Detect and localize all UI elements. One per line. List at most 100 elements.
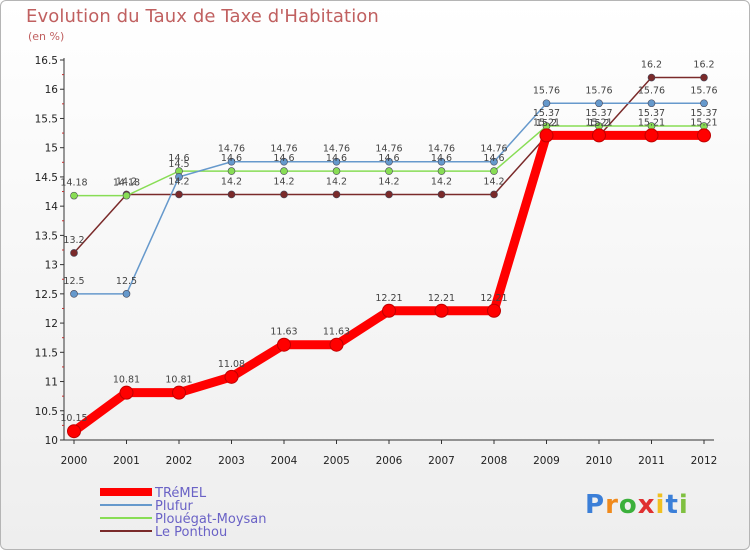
series-point-1	[122, 290, 131, 298]
logo-letter: i	[655, 490, 666, 520]
series-point-2	[385, 167, 393, 175]
series-point-1	[385, 157, 393, 166]
data-label: 11.08	[218, 359, 245, 370]
series-point-1	[175, 173, 183, 181]
series-point-0	[434, 303, 449, 318]
data-label: 14.2	[221, 176, 242, 187]
x-tick-label: 2006	[376, 455, 403, 467]
x-tick-label: 2002	[166, 455, 193, 467]
y-tick-label: 15.5	[35, 113, 58, 125]
series-point-0	[172, 385, 186, 400]
chart-title: Evolution du Taux de Taxe d'Habitation	[26, 6, 379, 27]
y-tick-label: 15	[45, 143, 58, 155]
series-point-2	[227, 167, 236, 175]
data-label: 14.18	[113, 178, 140, 189]
data-label: 15.2	[588, 118, 609, 129]
y-tick-label: 13	[45, 260, 58, 272]
series-point-0	[224, 369, 239, 384]
logo-letter: r	[605, 490, 619, 520]
data-label: 14.2	[483, 176, 504, 187]
series-point-0	[697, 128, 711, 143]
data-label: 14.18	[60, 178, 87, 189]
series-point-3	[700, 73, 708, 82]
data-label: 14.76	[270, 144, 297, 155]
data-label: 14.5	[168, 159, 189, 170]
series-point-0	[382, 303, 396, 318]
data-label: 14.6	[431, 153, 452, 164]
series-point-3	[490, 190, 498, 199]
series-point-3	[332, 190, 341, 199]
series-point-3	[647, 73, 656, 82]
data-label: 15.76	[533, 85, 560, 96]
y-tick-label: 14.5	[35, 172, 58, 184]
data-label: 15.37	[585, 108, 612, 119]
legend-label: Plufur	[155, 499, 194, 514]
y-tick-label: 11.5	[35, 347, 58, 359]
series-point-0	[539, 128, 554, 143]
series-point-1	[437, 157, 446, 166]
series-point-0	[487, 303, 501, 318]
y-tick-label: 10.5	[35, 406, 58, 418]
data-label: 12.5	[63, 276, 84, 287]
series-point-1	[700, 99, 708, 108]
data-label: 14.76	[218, 144, 245, 155]
x-tick-label: 2003	[218, 455, 245, 467]
data-label: 14.6	[483, 153, 504, 164]
data-label: 11.63	[323, 327, 350, 338]
data-label: 10.81	[113, 375, 140, 386]
data-label: 15.37	[690, 108, 717, 119]
series-point-2	[437, 167, 446, 175]
series-point-2	[280, 167, 288, 175]
series-point-0	[644, 128, 659, 143]
y-tick-label: 14	[45, 201, 59, 213]
data-label: 14.2	[378, 176, 399, 187]
series-point-1	[490, 157, 498, 166]
data-label: 14.6	[273, 153, 294, 164]
data-label: 14.2	[431, 176, 452, 187]
legend-label: Le Ponthou	[155, 525, 227, 540]
x-tick-label: 2005	[323, 455, 350, 467]
data-label: 15.37	[638, 108, 665, 119]
data-label: 14.2	[168, 176, 189, 187]
series-point-0	[277, 337, 291, 352]
series-point-3	[385, 190, 393, 199]
data-label: 16.2	[641, 60, 662, 71]
y-tick-label: 16	[45, 84, 59, 96]
x-tick-label: 2010	[586, 455, 613, 467]
series-point-1	[595, 99, 603, 108]
logo-letter: o	[618, 490, 638, 520]
logo-letter: P	[585, 490, 606, 520]
data-label: 13.2	[63, 235, 84, 246]
data-label: 12.5	[116, 276, 137, 287]
series-point-3	[227, 190, 236, 199]
data-label: 15.21	[585, 117, 612, 128]
data-label: 14.2	[326, 176, 347, 187]
data-label: 14.6	[378, 153, 399, 164]
x-tick-label: 2009	[533, 455, 560, 467]
series-point-1	[542, 99, 551, 108]
data-label: 14.6	[326, 153, 347, 164]
series-point-0	[119, 385, 134, 400]
y-tick-label: 16.5	[35, 55, 58, 67]
x-tick-label: 2000	[61, 455, 88, 467]
data-label: 15.21	[533, 117, 560, 128]
series-point-2	[490, 167, 498, 175]
data-label: 15.21	[638, 117, 665, 128]
y-tick-label: 10	[45, 435, 58, 447]
y-tick-label: 13.5	[35, 230, 58, 242]
data-label: 15.76	[690, 85, 717, 96]
data-label: 15.21	[690, 117, 717, 128]
data-label: 15.2	[536, 118, 557, 129]
series-point-0	[329, 337, 344, 352]
series-point-1	[280, 157, 288, 166]
data-label: 14.76	[323, 144, 350, 155]
data-label: 12.21	[480, 293, 507, 304]
series-point-2	[122, 191, 131, 200]
logo-letter: x	[637, 490, 656, 520]
logo-letter: i	[678, 490, 689, 520]
x-tick-label: 2012	[691, 455, 718, 467]
x-tick-label: 2001	[113, 455, 140, 467]
x-tick-label: 2004	[271, 455, 298, 467]
